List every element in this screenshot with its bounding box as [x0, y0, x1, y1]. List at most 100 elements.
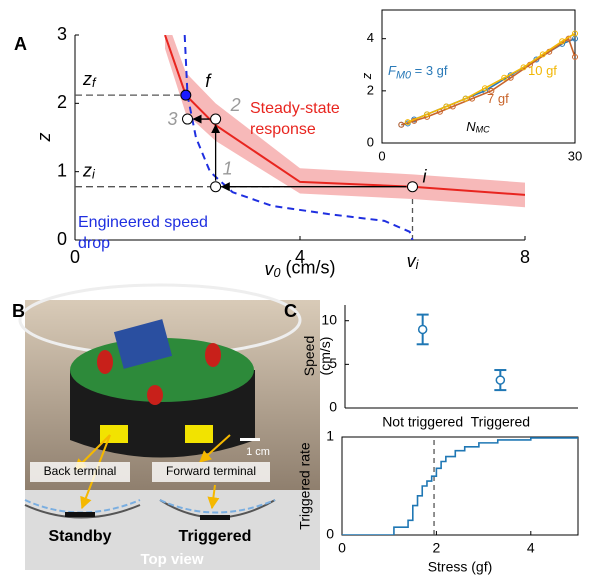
x-tick-label: 4	[295, 247, 305, 267]
label-sub: 0	[274, 266, 281, 280]
led	[147, 385, 163, 405]
marker	[481, 85, 488, 92]
x-tick-label: 8	[520, 247, 530, 267]
plot-frame	[341, 436, 579, 536]
label-sub: M0	[395, 69, 411, 82]
terminal-label: Back terminal	[44, 464, 117, 478]
state-label: 1	[223, 158, 233, 178]
state-point	[180, 89, 192, 101]
label-sub: i	[416, 258, 420, 272]
y-tick-label: 2	[57, 92, 67, 112]
x-tick-label: Not triggered	[382, 414, 463, 430]
x-tick-label: 0	[378, 148, 385, 163]
y-tick-label: 1	[326, 428, 334, 444]
state-label: f	[205, 71, 212, 91]
x-axis-label: Stress (gf)	[428, 559, 493, 575]
label-base: z	[359, 72, 374, 80]
state-label: Standby	[48, 528, 111, 545]
y-tick-label: 0	[329, 399, 337, 415]
y-axis-label: Speed(cm/s)	[301, 336, 333, 376]
state-point	[210, 113, 222, 125]
x-tick-label: Triggered	[471, 414, 530, 430]
arrow	[199, 434, 231, 463]
x-tick-label: 0	[70, 247, 80, 267]
led	[205, 343, 221, 367]
y-tick-label: 0	[367, 134, 374, 149]
view-label: Top view	[140, 551, 203, 568]
marker	[443, 103, 450, 110]
x-tick-label: 0	[338, 540, 346, 556]
state-label: 3	[167, 109, 177, 129]
marker	[501, 74, 508, 81]
state-point	[182, 113, 193, 125]
x-tick-label: 2	[433, 540, 441, 556]
marker	[520, 64, 527, 71]
label-base: v	[407, 251, 417, 271]
point	[495, 375, 506, 385]
marker	[424, 111, 431, 118]
series-label: Steady-state response	[250, 100, 340, 138]
reference-label: zf	[82, 69, 97, 90]
arrow	[207, 484, 220, 510]
label-line: (cm/s)	[317, 337, 333, 376]
x-axis-label: v0 (cm/s)	[265, 257, 336, 280]
marker	[398, 121, 405, 128]
x-tick-label: 4	[527, 540, 535, 556]
label-base: z	[82, 160, 92, 180]
label-box	[152, 462, 270, 482]
marker	[572, 53, 578, 60]
terminal	[185, 425, 213, 443]
marker	[404, 119, 411, 126]
label-base: v	[265, 259, 275, 279]
label-sub: i	[92, 168, 96, 182]
series-label: FM0 = 3 gf	[388, 62, 448, 85]
label-line: Speed	[301, 336, 317, 376]
panel-label: B	[12, 301, 25, 321]
marker	[462, 95, 469, 102]
label-base: z	[34, 133, 54, 143]
label-base: F	[388, 63, 396, 78]
marker	[539, 51, 546, 58]
marker	[507, 74, 514, 81]
led	[97, 350, 113, 374]
series-line	[183, 35, 414, 240]
terminal-curve	[24, 504, 141, 519]
y-tick-label: 3	[57, 24, 67, 44]
terminal-contact	[65, 512, 95, 517]
panel-label: C	[284, 301, 297, 321]
series-label: Engineered speed drop	[78, 214, 208, 252]
y-axis-label: z	[34, 133, 54, 143]
terminal-curve	[159, 499, 276, 514]
series-line	[407, 32, 575, 123]
label-sub: MC	[476, 125, 491, 135]
chart: 0 2 4 0 30 NMC z	[359, 9, 582, 163]
y-axis-label: Triggered rate	[297, 442, 313, 530]
marker	[572, 30, 578, 37]
y-tick-label: 1	[57, 160, 67, 180]
x-tick-label: 30	[568, 148, 582, 163]
scale-bar	[240, 438, 260, 441]
chart: 0 1 0 2 4 Stress (gf) Triggered rate	[297, 428, 579, 575]
terminal-label: Forward terminal	[166, 464, 256, 478]
y-tick-label: 5	[329, 355, 337, 371]
y-axis-label: z	[359, 72, 374, 80]
label-box	[30, 462, 130, 482]
marker	[559, 38, 566, 45]
state-point	[210, 181, 222, 193]
state-label: i	[423, 166, 428, 186]
x-axis-label: NMC	[466, 119, 490, 135]
terminal-contact	[200, 515, 230, 520]
point	[417, 324, 428, 335]
y-tick-label: 4	[367, 30, 374, 45]
label-base: z	[82, 69, 92, 89]
series-line	[342, 437, 578, 535]
reference-label: zi	[82, 160, 96, 181]
scale-label: 1 cm	[246, 446, 270, 458]
state-point	[407, 181, 418, 193]
y-tick-label: 0	[326, 526, 334, 542]
series-label: 10 gf	[528, 63, 557, 78]
chart: 0 5 10 Not triggered Triggered Speed(cm/s)	[301, 305, 578, 430]
marker	[488, 87, 495, 94]
